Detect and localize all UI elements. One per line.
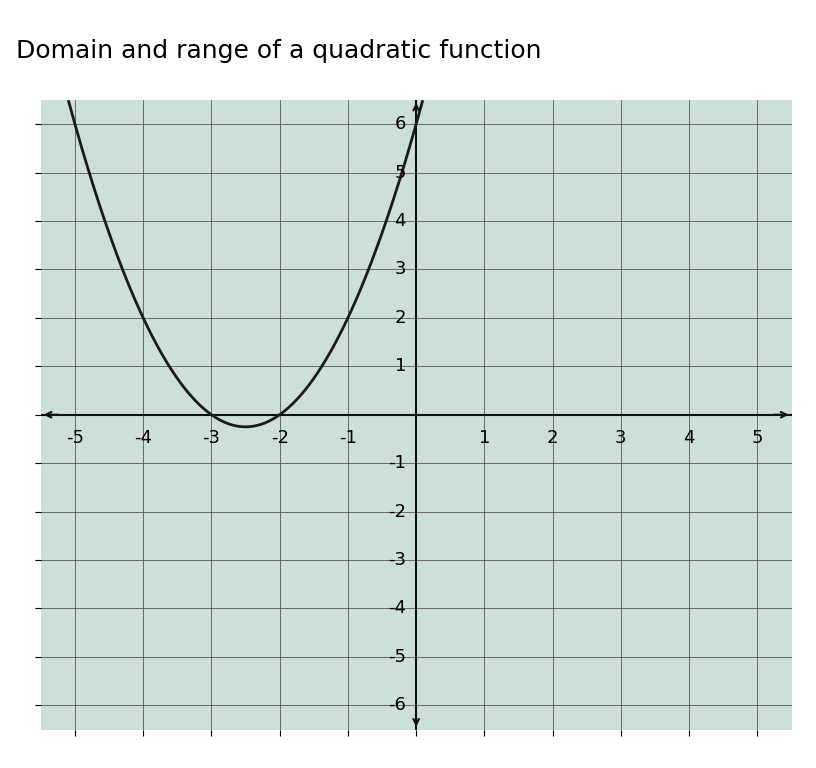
Text: -3: -3 [202, 429, 220, 447]
Text: 3: 3 [615, 429, 627, 447]
Text: Domain and range of a quadratic function: Domain and range of a quadratic function [16, 38, 542, 63]
Text: -2: -2 [388, 502, 406, 521]
Text: -1: -1 [388, 454, 406, 472]
Text: -5: -5 [388, 648, 406, 666]
Text: 3: 3 [394, 260, 406, 278]
Text: 4: 4 [683, 429, 695, 447]
Text: 5: 5 [752, 429, 763, 447]
Text: -1: -1 [339, 429, 357, 447]
Text: -6: -6 [388, 697, 406, 714]
Text: 6: 6 [395, 115, 406, 133]
Text: -4: -4 [134, 429, 152, 447]
Text: 2: 2 [394, 309, 406, 327]
Text: -2: -2 [271, 429, 289, 447]
Text: 1: 1 [395, 357, 406, 376]
Text: -5: -5 [66, 429, 84, 447]
Text: 1: 1 [479, 429, 490, 447]
Text: -3: -3 [388, 551, 406, 569]
Text: -4: -4 [388, 600, 406, 617]
Text: 5: 5 [394, 164, 406, 181]
Text: 2: 2 [547, 429, 558, 447]
Text: 4: 4 [394, 212, 406, 230]
